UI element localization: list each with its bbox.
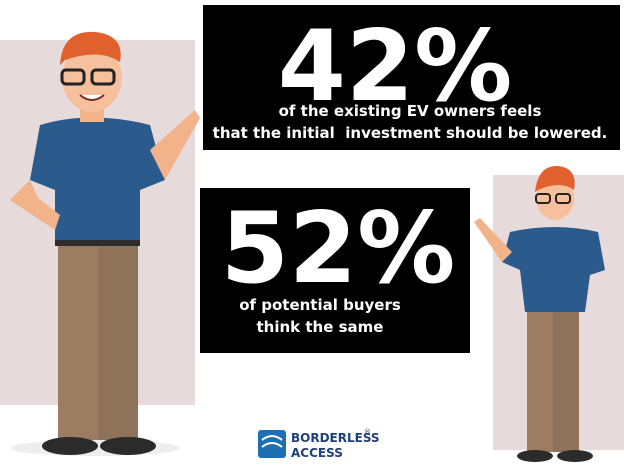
logo: BORDERLESS ACCESS ® [258,428,380,460]
stat-box [203,5,620,150]
man-left [10,31,200,456]
man-right [474,165,605,462]
logo-text: BORDERLESS [291,431,380,445]
stat-value: 52% [221,192,456,306]
logo-text: ACCESS [291,446,343,460]
stat-box [200,188,470,353]
logo-mark: ® [364,428,371,436]
stat-text: that the initial investment should be lo… [213,124,608,142]
stat-text: think the same [257,318,384,336]
stat-text: of the existing EV owners feels [279,102,542,120]
stat-text: of potential buyers [239,296,401,314]
stat-value: 42% [278,10,513,124]
